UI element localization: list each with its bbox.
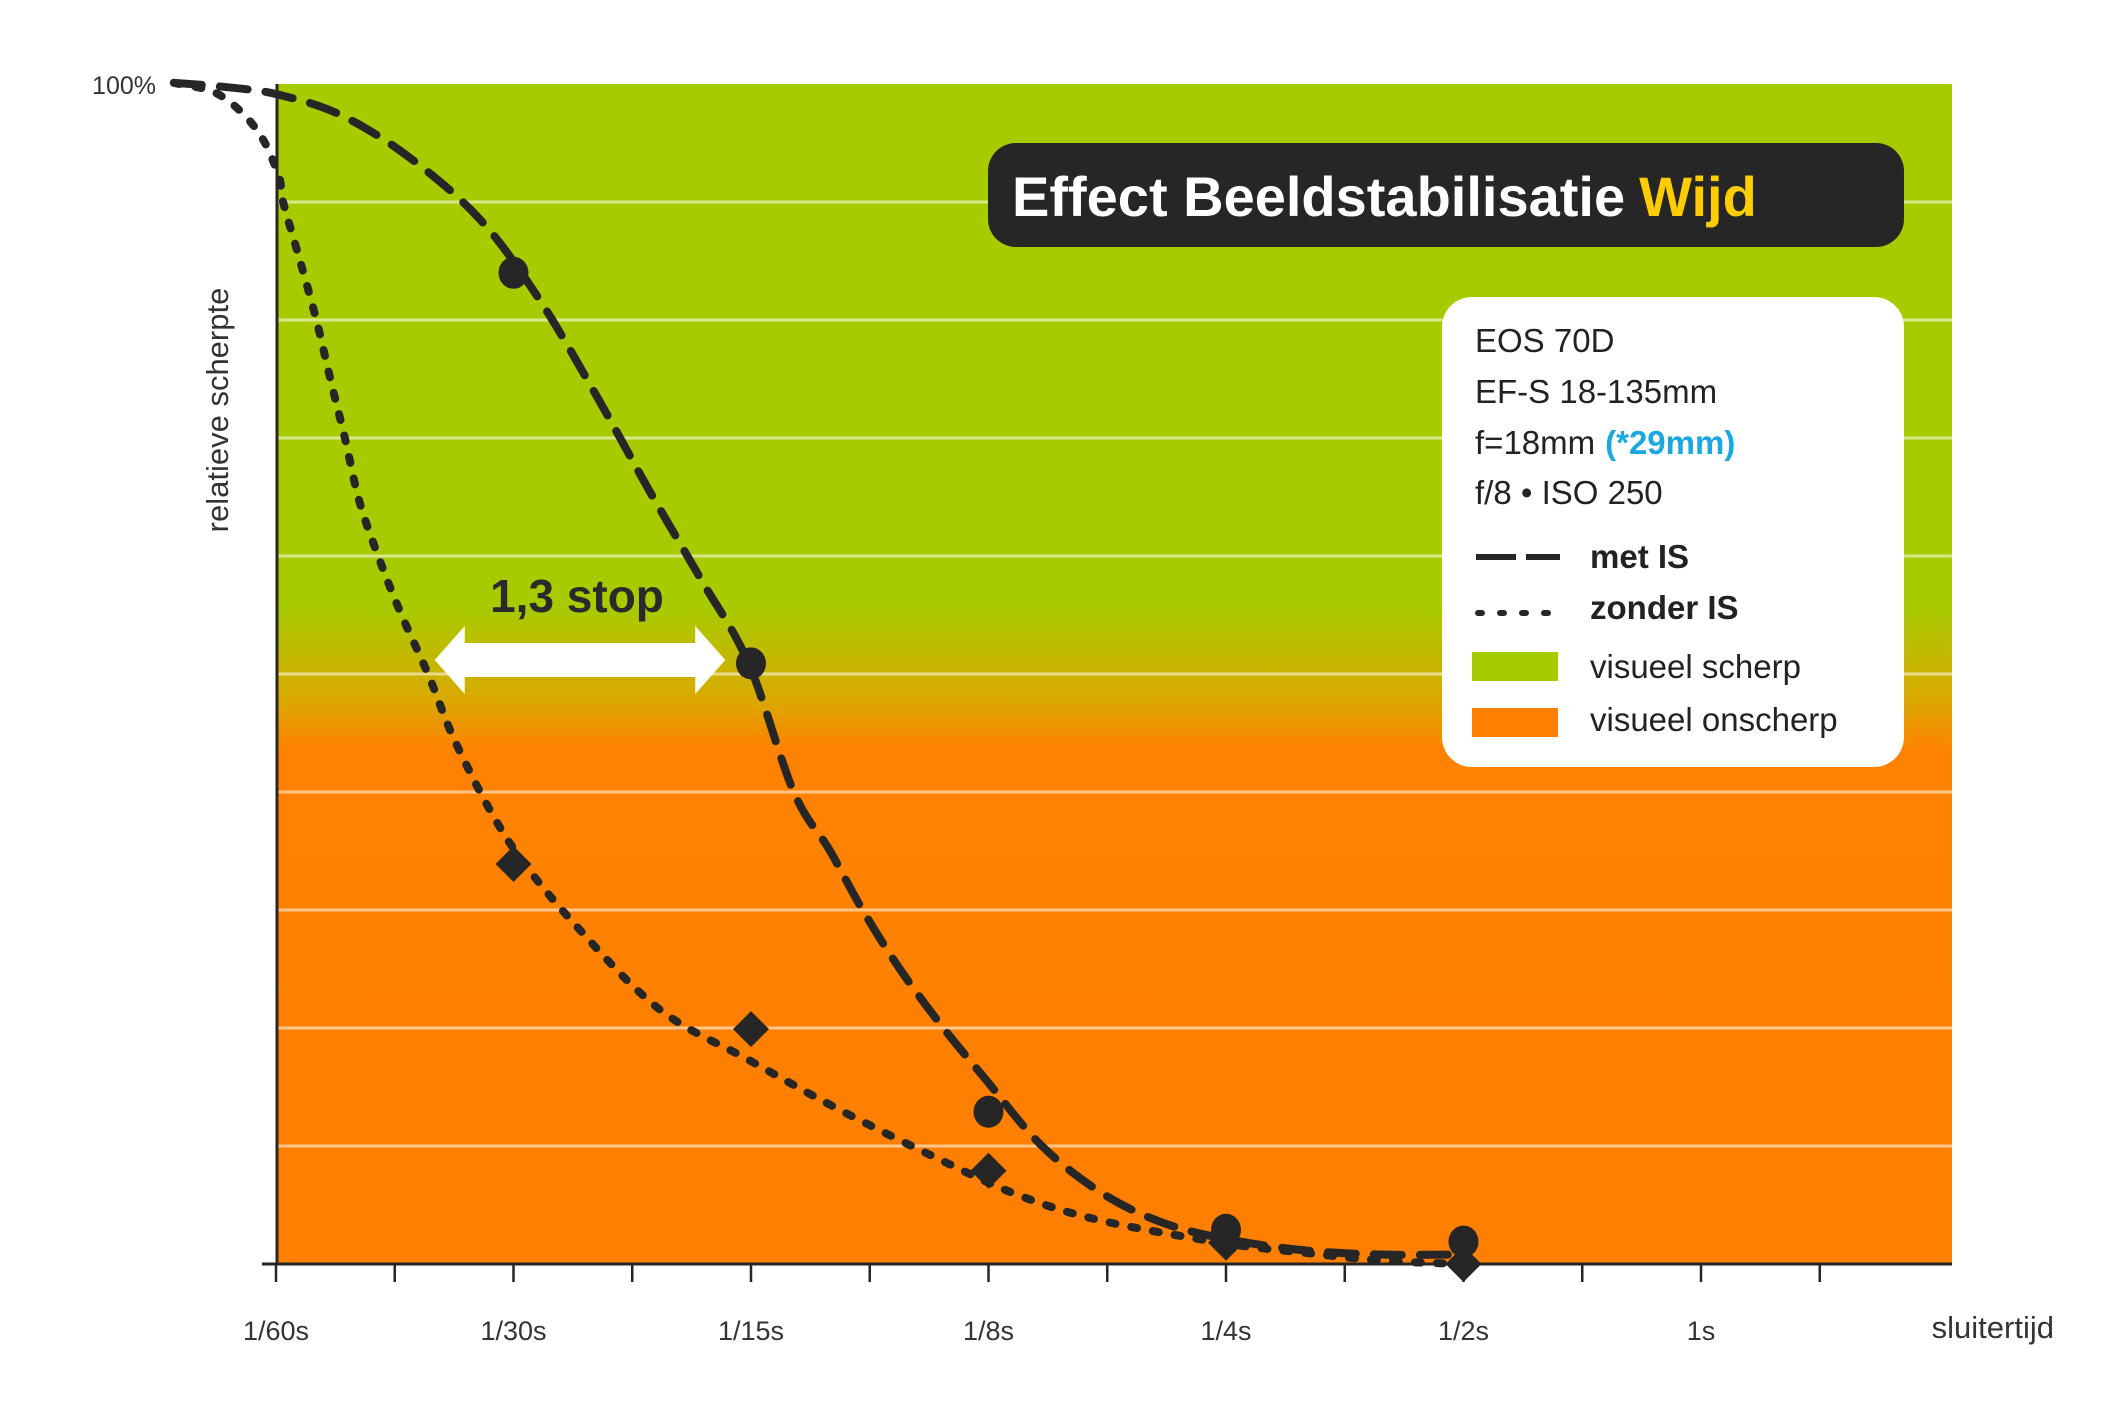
x-axis-title: sluitertijd — [1932, 1310, 2054, 1345]
data-point-met-is-1/30s — [498, 256, 529, 289]
data-point-zonder-is-1/8s — [970, 1152, 1007, 1189]
data-point-zonder-is-1/4s — [1208, 1224, 1244, 1261]
data-point-met-is-1/2s — [1448, 1225, 1479, 1258]
x-tick-label-1/8s: 1/8s — [963, 1316, 1014, 1346]
x-ticks — [274, 1264, 1821, 1282]
y-axis-title: relatieve scherpte — [200, 288, 235, 533]
data-point-met-is-1/15s — [736, 647, 766, 680]
x-tick-label-1/30s: 1/30s — [480, 1316, 546, 1346]
x-tick-label-1s: 1s — [1687, 1316, 1716, 1346]
x-tick-label-1/4s: 1/4s — [1200, 1316, 1251, 1346]
data-point-zonder-is-1/15s — [733, 1011, 769, 1048]
legend-exposure: f/8 • ISO 250 — [1475, 474, 1663, 511]
legend: EOS 70D EF-S 18-135mm f=18mm (*29mm) f/8 … — [1442, 297, 1904, 767]
chart-title-main: Effect Beeldstabilisatie — [1012, 165, 1625, 228]
y-top-label: 100% — [92, 72, 156, 100]
chart-title-box: Effect Beeldstabilisatie Wijd — [988, 143, 1904, 247]
legend-camera: EOS 70D — [1475, 322, 1614, 359]
legend-label-onscherp: visueel onscherp — [1590, 701, 1838, 738]
legend-swatch-scherp — [1472, 652, 1558, 681]
data-point-zonder-is-1/30s — [495, 845, 532, 882]
title-background — [988, 143, 1904, 247]
data-markers — [495, 256, 1482, 1282]
data-point-met-is-1/8s — [973, 1095, 1004, 1128]
stop-difference-label: 1,3 stop — [490, 570, 664, 622]
legend-label-zonder-is: zonder IS — [1590, 589, 1739, 626]
chart-title-highlight: Wijd — [1639, 165, 1757, 228]
legend-background — [1442, 297, 1904, 767]
data-point-zonder-is-1/2s — [1445, 1246, 1482, 1282]
stop-difference-arrow — [434, 626, 726, 694]
legend-equivalent-focal: (*29mm) — [1605, 424, 1735, 461]
legend-focal-length-value: f=18mm — [1475, 424, 1595, 461]
legend-label-scherp: visueel scherp — [1590, 648, 1801, 685]
x-tick-label-1/15s: 1/15s — [718, 1316, 784, 1346]
x-tick-label-1/2s: 1/2s — [1438, 1316, 1489, 1346]
x-tick-label-1/60s: 1/60s — [243, 1316, 309, 1346]
series-line-met-is — [169, 78, 1466, 1259]
chart-title: Effect Beeldstabilisatie Wijd — [1012, 165, 1757, 228]
legend-swatch-onscherp — [1472, 708, 1558, 737]
x-tick-labels: 1/60s 1/30s 1/15s 1/8s 1/4s 1/2s 1s — [243, 1316, 1715, 1346]
series-line-zonder-is — [169, 78, 1466, 1268]
legend-label-met-is: met IS — [1590, 538, 1689, 575]
legend-focal-length: f=18mm (*29mm) — [1475, 424, 1735, 461]
legend-lens: EF-S 18-135mm — [1475, 373, 1717, 410]
